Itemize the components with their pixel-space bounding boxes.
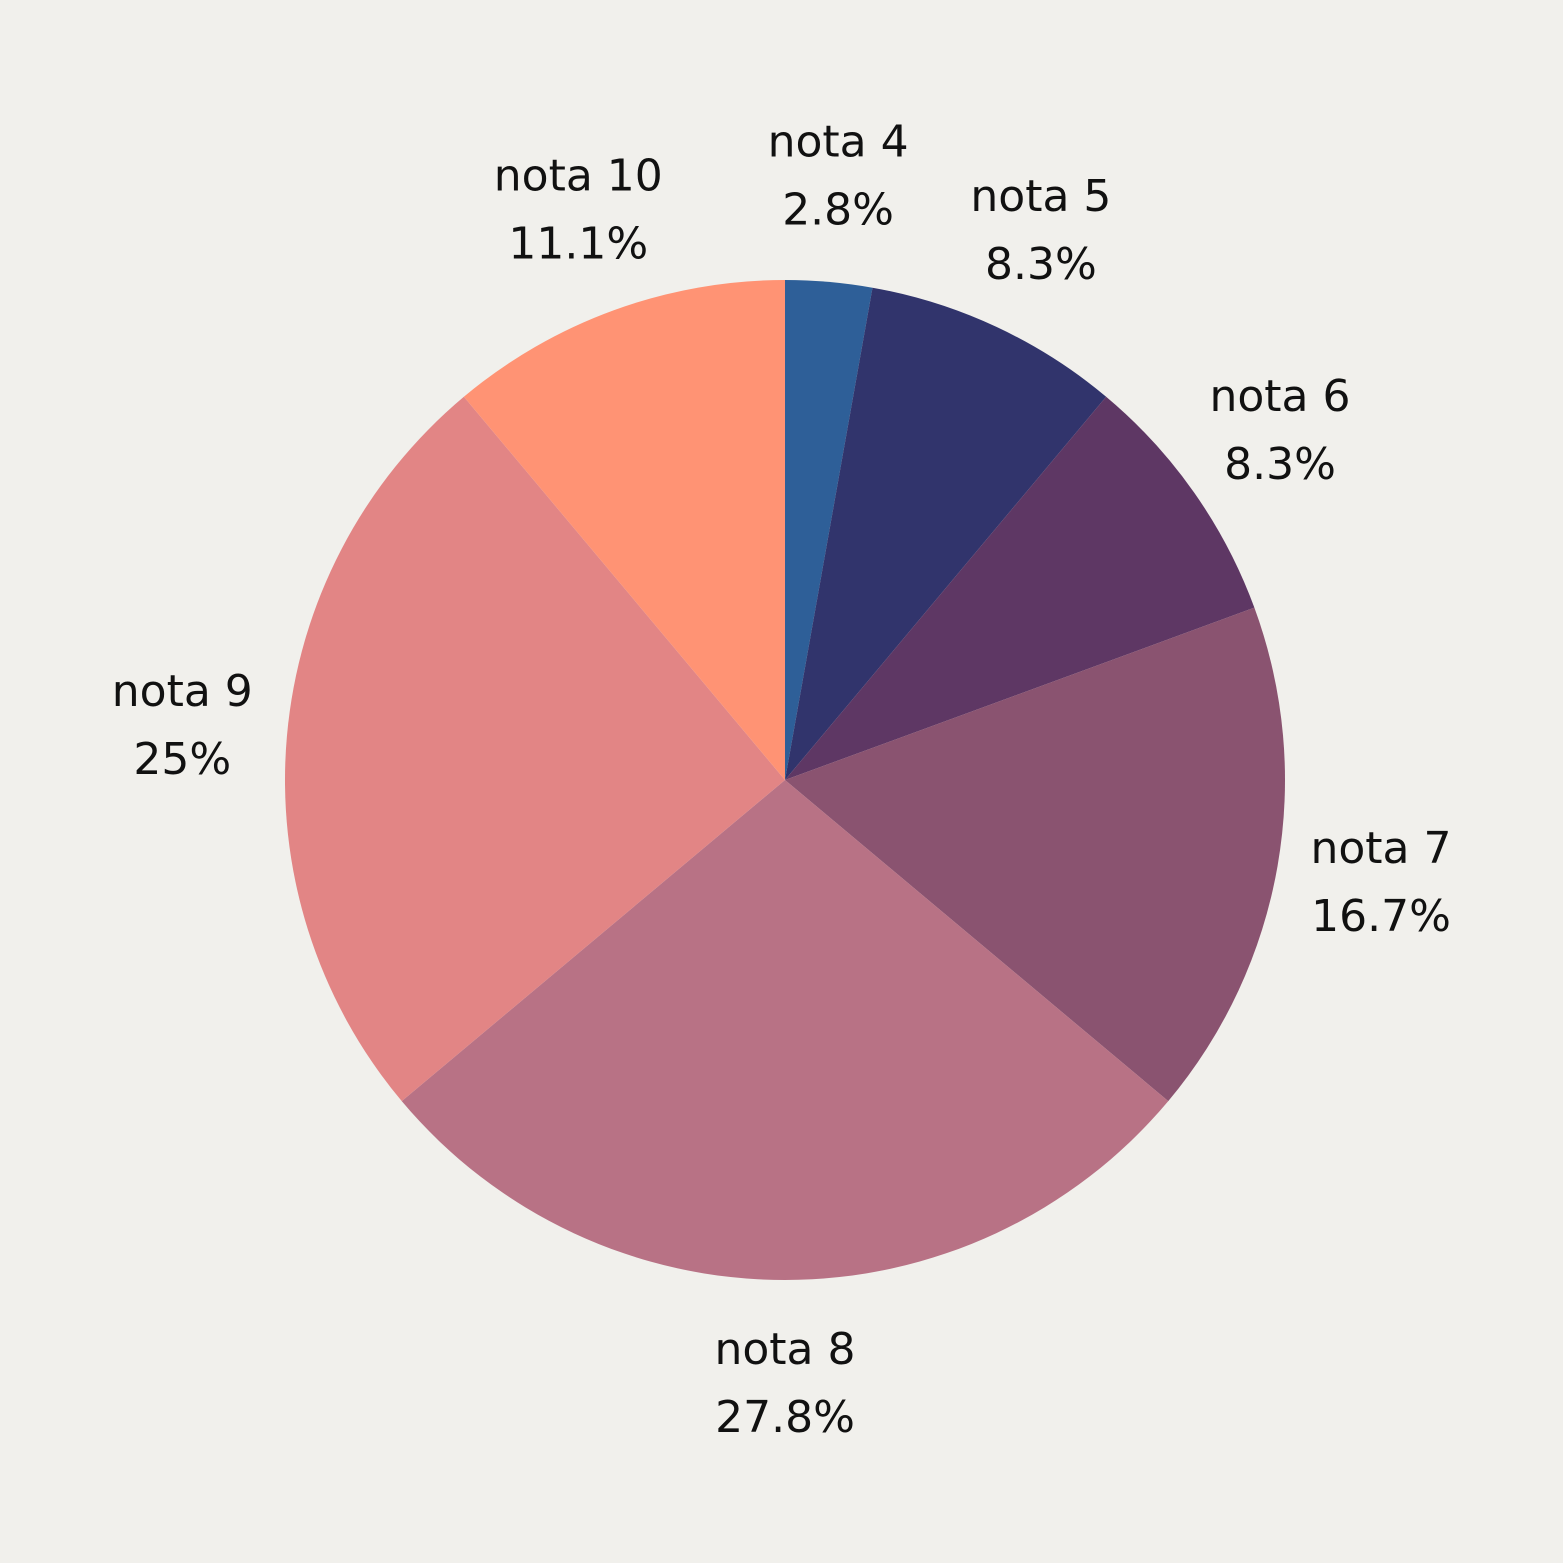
slice-percent-nota-6: 8.3% (1224, 439, 1336, 490)
slice-label-nota-10: nota 10 (494, 150, 663, 201)
pie-slice-nota-8 (401, 780, 1169, 1281)
slice-percent-nota-7: 16.7% (1311, 891, 1451, 942)
pie-slice-nota-4 (785, 280, 873, 780)
pie-slices (284, 280, 1286, 1281)
slice-percent-nota-10: 11.1% (508, 218, 648, 269)
slice-label-nota-6: nota 6 (1209, 371, 1350, 422)
pie-slice-nota-9 (284, 396, 785, 1102)
slice-label-nota-4: nota 4 (768, 116, 909, 167)
slice-percent-nota-8: 27.8% (715, 1392, 855, 1443)
pie-slice-nota-10 (463, 280, 785, 780)
pie-slice-nota-7 (785, 607, 1286, 1102)
pie-slice-nota-6 (785, 396, 1255, 780)
slice-label-nota-8: nota 8 (714, 1324, 855, 1375)
slice-label-nota-7: nota 7 (1310, 823, 1451, 874)
slice-percent-nota-9: 25% (133, 734, 231, 785)
slice-label-nota-9: nota 9 (112, 666, 253, 717)
slice-percent-nota-5: 8.3% (985, 239, 1097, 290)
slice-label-nota-5: nota 5 (970, 171, 1111, 222)
pie-labels: nota 4 2.8% nota 5 8.3% nota 6 8.3% nota 7 16.7… (112, 116, 1452, 1443)
slice-percent-nota-4: 2.8% (782, 184, 894, 235)
pie-slice-nota-5 (785, 287, 1107, 780)
